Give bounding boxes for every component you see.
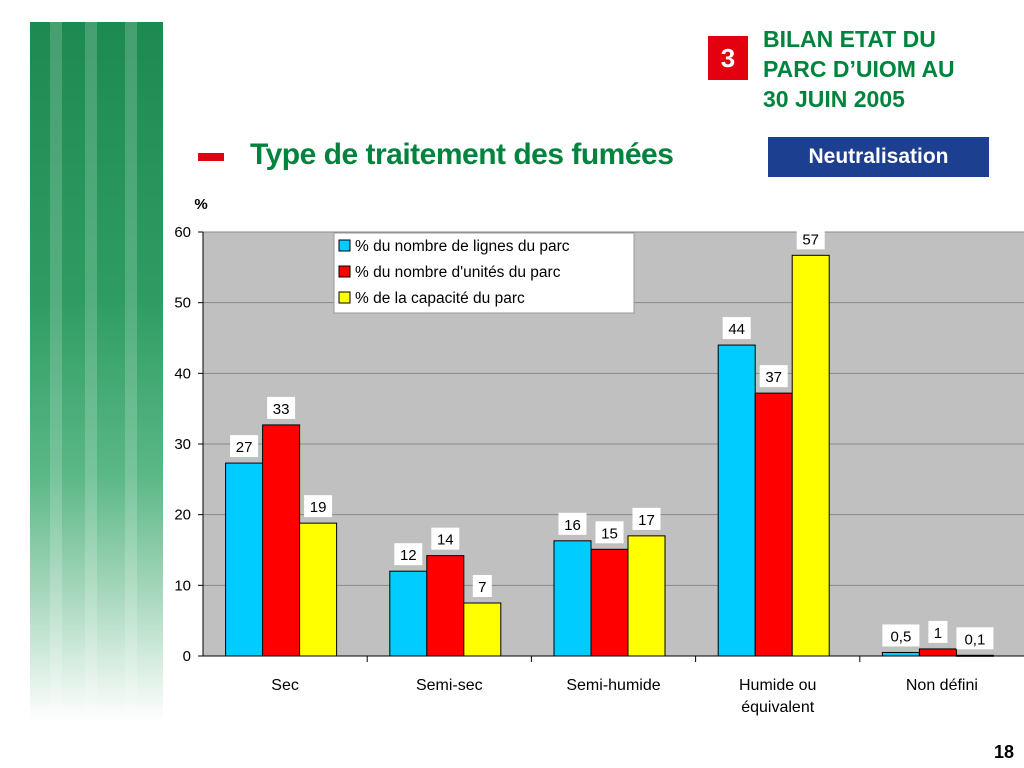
data-label-bg — [796, 227, 825, 250]
bar — [627, 535, 666, 657]
x-tick-label: équivalent — [741, 699, 815, 716]
y-tick-label: 20 — [174, 507, 191, 524]
bar — [553, 540, 592, 657]
data-label: 12 — [400, 547, 417, 564]
data-label-bg — [394, 543, 423, 566]
title-dash-decoration — [198, 153, 224, 161]
legend-swatch — [338, 239, 351, 252]
data-label: 33 — [273, 401, 290, 418]
data-label: 7 — [478, 579, 486, 596]
data-label-bg — [267, 396, 296, 419]
bar — [955, 654, 994, 657]
side-banner-image — [30, 22, 163, 722]
bar — [426, 555, 465, 657]
section-title-line: BILAN ETAT DU — [763, 26, 936, 52]
bar — [717, 344, 756, 657]
neutralisation-badge: Neutralisation — [768, 137, 989, 177]
data-label: 0,5 — [890, 628, 911, 645]
section-number-badge: 3 — [708, 36, 748, 80]
data-label: 57 — [802, 231, 819, 248]
data-label-bg — [595, 521, 624, 544]
legend-label: % du nombre d'unités du parc — [355, 264, 561, 281]
data-label-bg — [472, 575, 492, 597]
bar — [918, 648, 957, 657]
legend-swatch — [338, 291, 351, 304]
x-tick-label: Sec — [271, 677, 299, 694]
data-label-bg — [722, 317, 751, 340]
y-axis-label: % — [194, 196, 207, 213]
y-tick-label: 40 — [174, 365, 191, 382]
bar — [590, 548, 629, 657]
data-label-bg — [882, 624, 920, 647]
data-label-bg — [928, 620, 948, 643]
data-label: 27 — [236, 439, 253, 456]
legend-swatch — [338, 265, 351, 278]
data-label-bg — [558, 512, 587, 535]
data-label-bg — [956, 627, 994, 650]
data-label: 37 — [765, 369, 782, 386]
data-label: 16 — [564, 517, 581, 534]
data-label: 1 — [934, 625, 942, 642]
bar — [881, 651, 920, 657]
data-label-bg — [632, 507, 661, 530]
data-label: 14 — [437, 532, 454, 549]
bar — [389, 570, 428, 657]
x-tick-label: Semi-humide — [566, 677, 660, 694]
data-label: 17 — [638, 512, 655, 529]
bar — [463, 602, 502, 657]
section-title-line: 30 JUIN 2005 — [763, 86, 905, 112]
data-label: 15 — [601, 525, 618, 542]
data-label: 19 — [310, 499, 327, 516]
legend-label: % de la capacité du parc — [355, 290, 525, 307]
x-tick-label: Humide ou — [739, 677, 816, 694]
section-header: 3 BILAN ETAT DU PARC D’UIOM AU 30 JUIN 2… — [708, 24, 1008, 124]
y-tick-label: 30 — [174, 436, 191, 453]
legend-label: % du nombre de lignes du parc — [355, 238, 570, 255]
data-label-bg — [230, 435, 259, 458]
y-tick-label: 0 — [183, 648, 191, 665]
bar — [791, 254, 830, 657]
bar — [225, 462, 264, 657]
bar — [262, 424, 301, 657]
legend — [333, 232, 635, 314]
data-label-bg — [759, 365, 788, 388]
x-tick-label: Semi-sec — [416, 677, 483, 694]
x-tick-label: Non défini — [906, 677, 978, 694]
bar — [299, 522, 338, 657]
section-title-line: PARC D’UIOM AU — [763, 56, 955, 82]
data-label: 0,1 — [964, 631, 985, 648]
data-label-bg — [431, 527, 460, 550]
y-tick-label: 10 — [174, 577, 191, 594]
data-label-bg — [304, 495, 333, 518]
y-tick-label: 50 — [174, 295, 191, 312]
page-number: 18 — [993, 742, 1014, 762]
bar — [754, 392, 793, 657]
y-tick-label: 60 — [174, 224, 191, 241]
section-title: BILAN ETAT DU PARC D’UIOM AU 30 JUIN 200… — [763, 24, 1013, 114]
data-label: 44 — [728, 321, 745, 338]
page-title: Type de traitement des fumées — [250, 138, 674, 171]
